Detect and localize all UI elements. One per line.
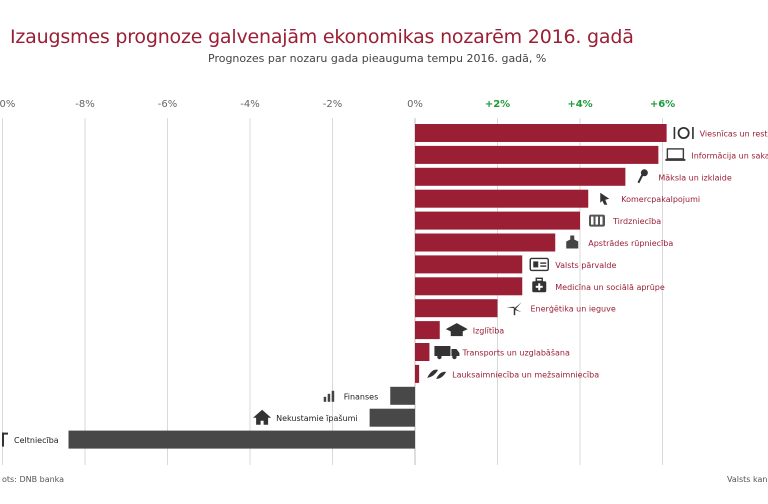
wind-turbine-icon	[506, 302, 522, 316]
x-tick-label: +2%	[485, 99, 510, 110]
category-label: Medicīna un sociālā aprūpe	[555, 283, 665, 292]
category-label: Celtniecība	[14, 436, 59, 445]
bar-14	[68, 430, 415, 449]
category-labels: Viesnīcas un restorāni Informācija un sak…	[14, 130, 768, 446]
category-label: Nekustamie īpašumi	[276, 413, 358, 423]
cursor-icon	[600, 192, 610, 205]
chart-subtitle: Prognozes par nozaru gada pieauguma temp…	[208, 52, 547, 65]
medical-bag-icon	[532, 277, 547, 293]
truck-icon	[434, 346, 460, 360]
category-label: Informācija un sakari	[691, 151, 768, 160]
category-label: Viesnīcas un restorāni	[700, 130, 768, 139]
bar-chart-icon	[323, 390, 335, 402]
category-label: Valsts pārvalde	[555, 261, 616, 270]
category-label: Lauksaimniecība un mežsaimniecība	[452, 370, 599, 379]
bar-10	[415, 343, 430, 361]
footer-right-note: Valsts kan	[727, 475, 768, 484]
bar-3	[415, 189, 589, 208]
category-label: Māksla un izklaide	[658, 173, 731, 182]
bars	[68, 124, 667, 449]
house-icon	[253, 409, 272, 425]
x-tick-label: -6%	[158, 99, 177, 110]
crane-icon	[2, 432, 8, 447]
shop-icon	[589, 214, 605, 227]
bar-11	[415, 364, 420, 383]
category-label: Finanses	[344, 392, 379, 401]
x-tick-label: +4%	[567, 99, 592, 110]
bar-0	[415, 124, 667, 142]
x-tick-label: -4%	[240, 99, 259, 110]
bar-13	[369, 408, 415, 427]
restaurant-icon	[673, 127, 694, 139]
x-axis-ticks: -10% -8% -6% -4% -2% 0% +2% +4% +6%	[0, 99, 675, 110]
x-tick-label: 0%	[407, 99, 423, 110]
category-label: Izglītība	[473, 327, 505, 336]
chart-title: Izaugsmes prognoze galvenajām ekonomikas…	[10, 26, 634, 48]
category-icons	[2, 127, 694, 447]
bar-1	[415, 145, 659, 164]
bar-9	[415, 321, 440, 340]
category-label: Enerģētika un ieguve	[531, 305, 616, 314]
laptop-icon	[665, 148, 686, 161]
x-tick-label: -2%	[323, 99, 342, 110]
category-label: Transports un uzglabāšana	[461, 348, 570, 358]
factory-icon	[566, 235, 579, 249]
category-label: Apstrādes rūpniecība	[588, 239, 673, 248]
bar-12	[390, 386, 415, 405]
bar-4	[415, 211, 580, 230]
graduation-cap-icon	[445, 323, 468, 337]
bar-6	[415, 255, 523, 274]
category-label: Komercpakalpojumi	[621, 195, 700, 204]
microphone-icon	[637, 169, 648, 184]
category-label: Tirdzniecība	[612, 217, 661, 226]
bar-5	[415, 233, 556, 252]
x-tick-label: -10%	[0, 99, 15, 110]
bar-2	[415, 167, 626, 186]
x-tick-label: -8%	[75, 99, 94, 110]
x-tick-label: +6%	[650, 99, 675, 110]
bar-8	[415, 299, 498, 318]
leaf-icon	[427, 369, 447, 379]
bar-7	[415, 277, 523, 296]
source-note: ots: DNB banka	[2, 475, 65, 484]
id-card-icon	[529, 257, 549, 272]
